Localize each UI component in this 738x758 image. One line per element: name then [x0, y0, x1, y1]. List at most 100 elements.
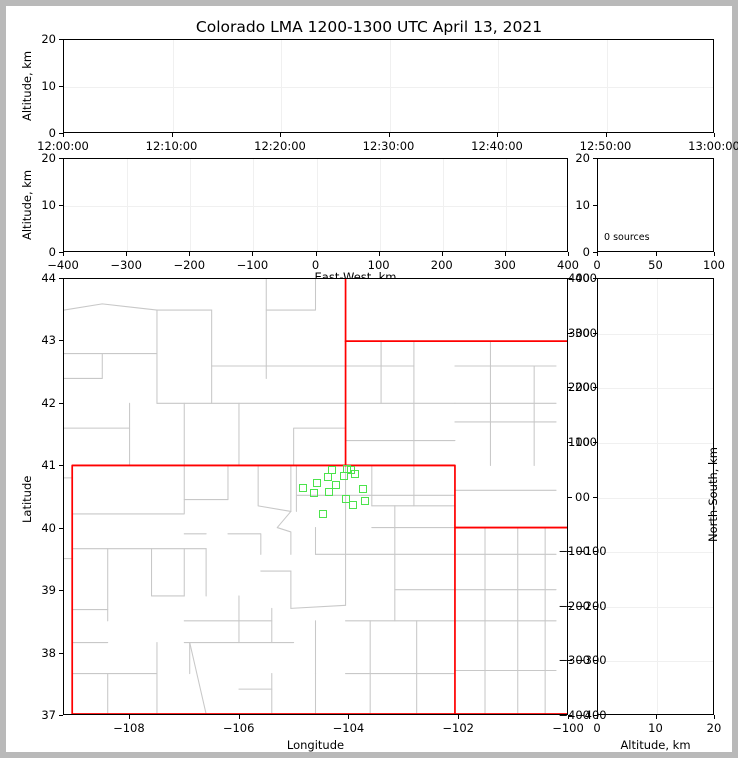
y-tick-label: 0 — [48, 126, 56, 140]
county-boundary — [71, 609, 109, 622]
y-tick — [593, 278, 597, 279]
y-tick-label: 41 — [41, 458, 56, 473]
panel-time-height[interactable] — [63, 39, 714, 133]
y-tick — [59, 527, 63, 529]
y-tick — [593, 551, 597, 553]
y-tick-label: −400 — [558, 708, 590, 722]
y-tick — [59, 158, 63, 159]
y-tick — [593, 496, 597, 498]
x-tick-label: 0 — [593, 721, 601, 735]
y-tick — [593, 332, 597, 334]
y-tick-label: 38 — [41, 645, 56, 660]
panel-plan-view-map[interactable] — [63, 278, 568, 715]
source-count-label: 0 sources — [604, 232, 650, 243]
x-tick-label: −100 — [236, 258, 269, 272]
x-tick — [280, 133, 281, 137]
y-tick-label: −100 — [575, 544, 607, 559]
gridline-vertical — [442, 159, 444, 251]
y-tick-label: −400 — [575, 708, 607, 722]
gridline-vertical — [656, 279, 658, 714]
gridline-horizontal — [64, 206, 567, 207]
x-tick — [597, 252, 598, 256]
x-tick — [497, 133, 498, 137]
x-tick — [189, 252, 191, 256]
x-tick — [458, 715, 460, 719]
x-tick — [252, 252, 254, 256]
axis-title-altitude-1: Altitude, km — [20, 50, 34, 121]
lma-source-marker — [324, 488, 333, 497]
axis-title-altitude-2: Altitude, km — [20, 169, 34, 240]
y-tick-label: −300 — [558, 653, 590, 668]
y-tick-label: 37 — [41, 708, 56, 722]
panel-northsouth-altitude[interactable] — [597, 278, 714, 715]
y-tick — [59, 278, 63, 279]
y-tick-label: 400 — [568, 271, 590, 285]
y-tick — [59, 340, 63, 342]
y-tick-label: 10 — [41, 79, 56, 93]
panel-eastwest-height[interactable] — [63, 158, 568, 252]
county-boundary — [71, 641, 158, 675]
county-boundary — [265, 279, 317, 311]
gridline-horizontal — [598, 552, 713, 554]
map-geography — [64, 279, 567, 714]
x-tick — [441, 252, 443, 256]
state-border-colorado — [71, 464, 456, 714]
x-tick — [128, 715, 130, 719]
x-tick — [568, 715, 569, 719]
y-tick-label: 39 — [41, 583, 56, 598]
x-tick-label: 100 — [367, 258, 390, 272]
gridline-vertical — [505, 159, 507, 251]
y-tick — [568, 605, 572, 607]
x-tick-label: −106 — [222, 721, 255, 735]
y-tick-label: 20 — [575, 151, 590, 165]
lma-source-marker — [298, 484, 307, 493]
y-tick — [593, 605, 597, 607]
x-tick-label: 100 — [703, 258, 725, 272]
x-tick-label: 12:30:00 — [362, 139, 415, 153]
county-boundary — [71, 499, 229, 515]
gridline-horizontal — [598, 606, 713, 608]
county-boundary — [150, 548, 185, 597]
x-tick-label: 10 — [648, 721, 663, 735]
lma-source-marker — [348, 500, 357, 509]
x-tick — [315, 252, 317, 256]
y-tick — [568, 551, 572, 553]
y-tick — [568, 496, 572, 498]
y-tick-label: −100 — [558, 544, 590, 559]
county-boundary — [345, 340, 382, 367]
y-tick-label: 40 — [41, 520, 56, 535]
x-tick — [605, 133, 607, 137]
lma-source-marker — [331, 481, 340, 490]
x-tick — [126, 252, 128, 256]
county-boundary — [290, 604, 347, 609]
x-tick-label: −300 — [110, 258, 142, 272]
y-tick — [59, 715, 63, 716]
gridline-vertical — [172, 40, 174, 132]
y-tick-label: 400 — [575, 271, 597, 285]
gridline-vertical — [253, 159, 255, 251]
y-tick-label: −200 — [575, 598, 607, 613]
y-tick — [59, 205, 63, 206]
x-tick-label: −102 — [442, 721, 474, 735]
x-tick-label: 300 — [493, 258, 516, 272]
y-tick — [593, 252, 597, 253]
lma-source-marker — [350, 470, 359, 479]
county-boundary — [64, 353, 103, 379]
x-tick-label: 200 — [430, 258, 453, 272]
county-boundary — [189, 641, 207, 714]
y-tick-label: 10 — [575, 198, 590, 212]
lma-source-marker — [360, 497, 369, 506]
lma-source-marker — [310, 489, 319, 498]
panel-altitude-histogram[interactable]: 0 sources — [597, 158, 714, 252]
page-title: Colorado LMA 1200-1300 UTC April 13, 202… — [195, 18, 543, 36]
y-tick — [568, 441, 572, 443]
x-tick — [655, 252, 657, 256]
y-tick — [59, 465, 63, 467]
y-tick — [593, 441, 597, 443]
y-tick-label: 0 — [582, 489, 590, 504]
county-boundary — [293, 427, 347, 466]
x-tick-label: 12:10:00 — [145, 139, 198, 153]
y-tick-label: 44 — [41, 271, 56, 285]
y-tick — [59, 133, 63, 134]
y-tick — [568, 715, 572, 716]
